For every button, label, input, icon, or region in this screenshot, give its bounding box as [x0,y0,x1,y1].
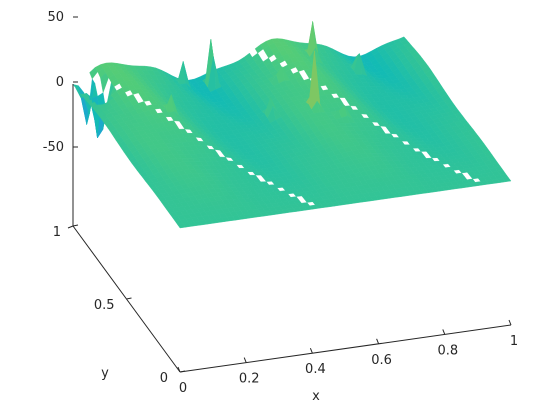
x-tick-mark [309,348,313,354]
y-tick-mark [126,297,132,300]
x-axis-line [179,324,512,373]
x-axis-label: x [312,389,320,404]
x-tick-mark [442,329,446,335]
y-tick-label: 0 [160,371,168,386]
y-tick-label: 0.5 [94,298,115,313]
x-tick-label: 0.4 [305,362,326,377]
y-tick-mark [179,370,186,373]
z-tick-label: 0 [56,75,64,90]
x-tick-label: 0.6 [371,353,392,368]
y-ticks: 00.51 [53,224,186,386]
y-axis-label: y [101,366,109,381]
x-tick-label: 1 [510,334,518,349]
z-ticks: -50 0 50 [43,10,78,155]
x-tick-label: 0.2 [239,372,260,387]
x-tick-mark [243,357,247,363]
z-tick-label: 50 [47,10,64,25]
x-ticks: 0 0.2 0.4 0.6 0.8 1 [177,319,518,396]
surface-mesh [72,21,512,229]
x-tick-label: 0.8 [437,343,458,358]
surface-patch [502,177,512,183]
z-axis-line [67,84,74,229]
x-tick-mark [508,319,512,326]
y-tick-label: 1 [53,225,61,240]
x-tick-mark [177,366,181,373]
x-tick-label: 0 [179,381,187,396]
x-tick-mark [376,338,380,344]
z-tick-label: -50 [43,140,64,155]
y-tick-mark [72,224,79,227]
